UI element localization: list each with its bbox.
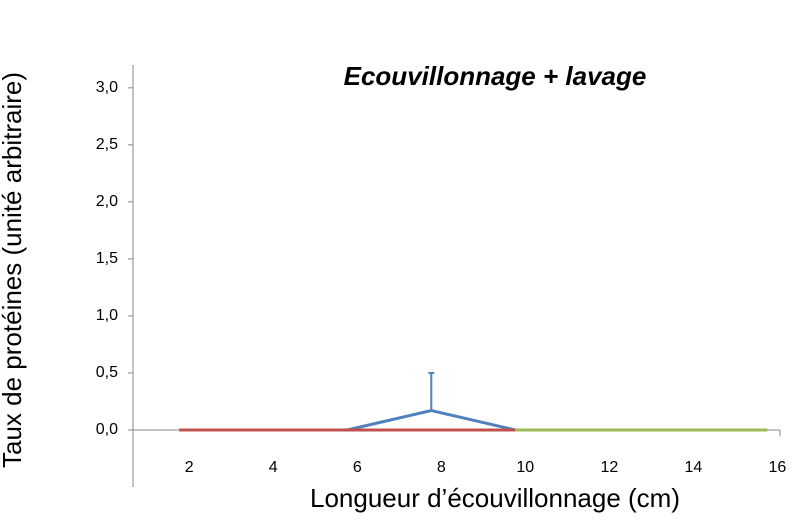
y-tick-label: 3,0 [96, 79, 118, 96]
series-line [346, 409, 516, 432]
x-tick-label: 10 [516, 459, 534, 476]
y-tick-label: 1,5 [96, 250, 118, 267]
x-tick-label: 16 [768, 459, 786, 476]
x-tick-label: 6 [353, 459, 362, 476]
y-tick-label: 1,0 [96, 307, 118, 324]
x-tick-label: 12 [600, 459, 618, 476]
x-tick-label: 8 [437, 459, 446, 476]
y-tick-label: 2,0 [96, 193, 118, 210]
x-tick-label: 4 [269, 459, 278, 476]
y-tick-label: 2,5 [96, 136, 118, 153]
x-axis-label: Longueur d’écouvillonnage (cm) [310, 483, 680, 513]
y-axis-label: Taux de protéines (unité arbitraire) [0, 72, 27, 468]
y-tick-label: 0,5 [96, 364, 118, 381]
chart-title: Ecouvillonnage + lavage [344, 61, 647, 91]
x-tick-label: 14 [684, 459, 702, 476]
y-tick-label: 0,0 [96, 421, 118, 438]
x-tick-label: 2 [185, 459, 194, 476]
